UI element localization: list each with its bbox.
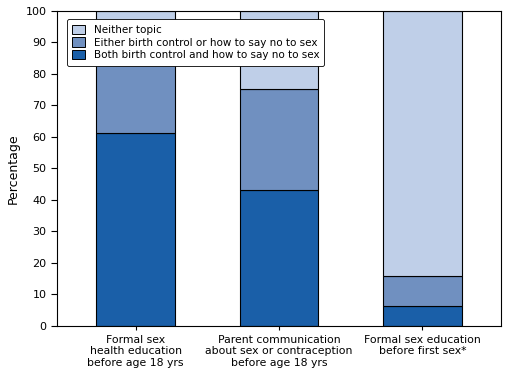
Bar [383,11,462,276]
Bar [97,11,175,40]
Y-axis label: Percentage: Percentage [7,133,20,204]
Legend: Neither topic, Either birth control or how to say no to sex, Both birth control : Neither topic, Either birth control or h… [67,19,325,66]
Bar [383,306,462,326]
Bar [240,190,319,326]
Bar [97,40,175,133]
Bar [97,133,175,326]
Bar [240,11,319,89]
Bar [240,89,319,190]
Bar [383,276,462,306]
